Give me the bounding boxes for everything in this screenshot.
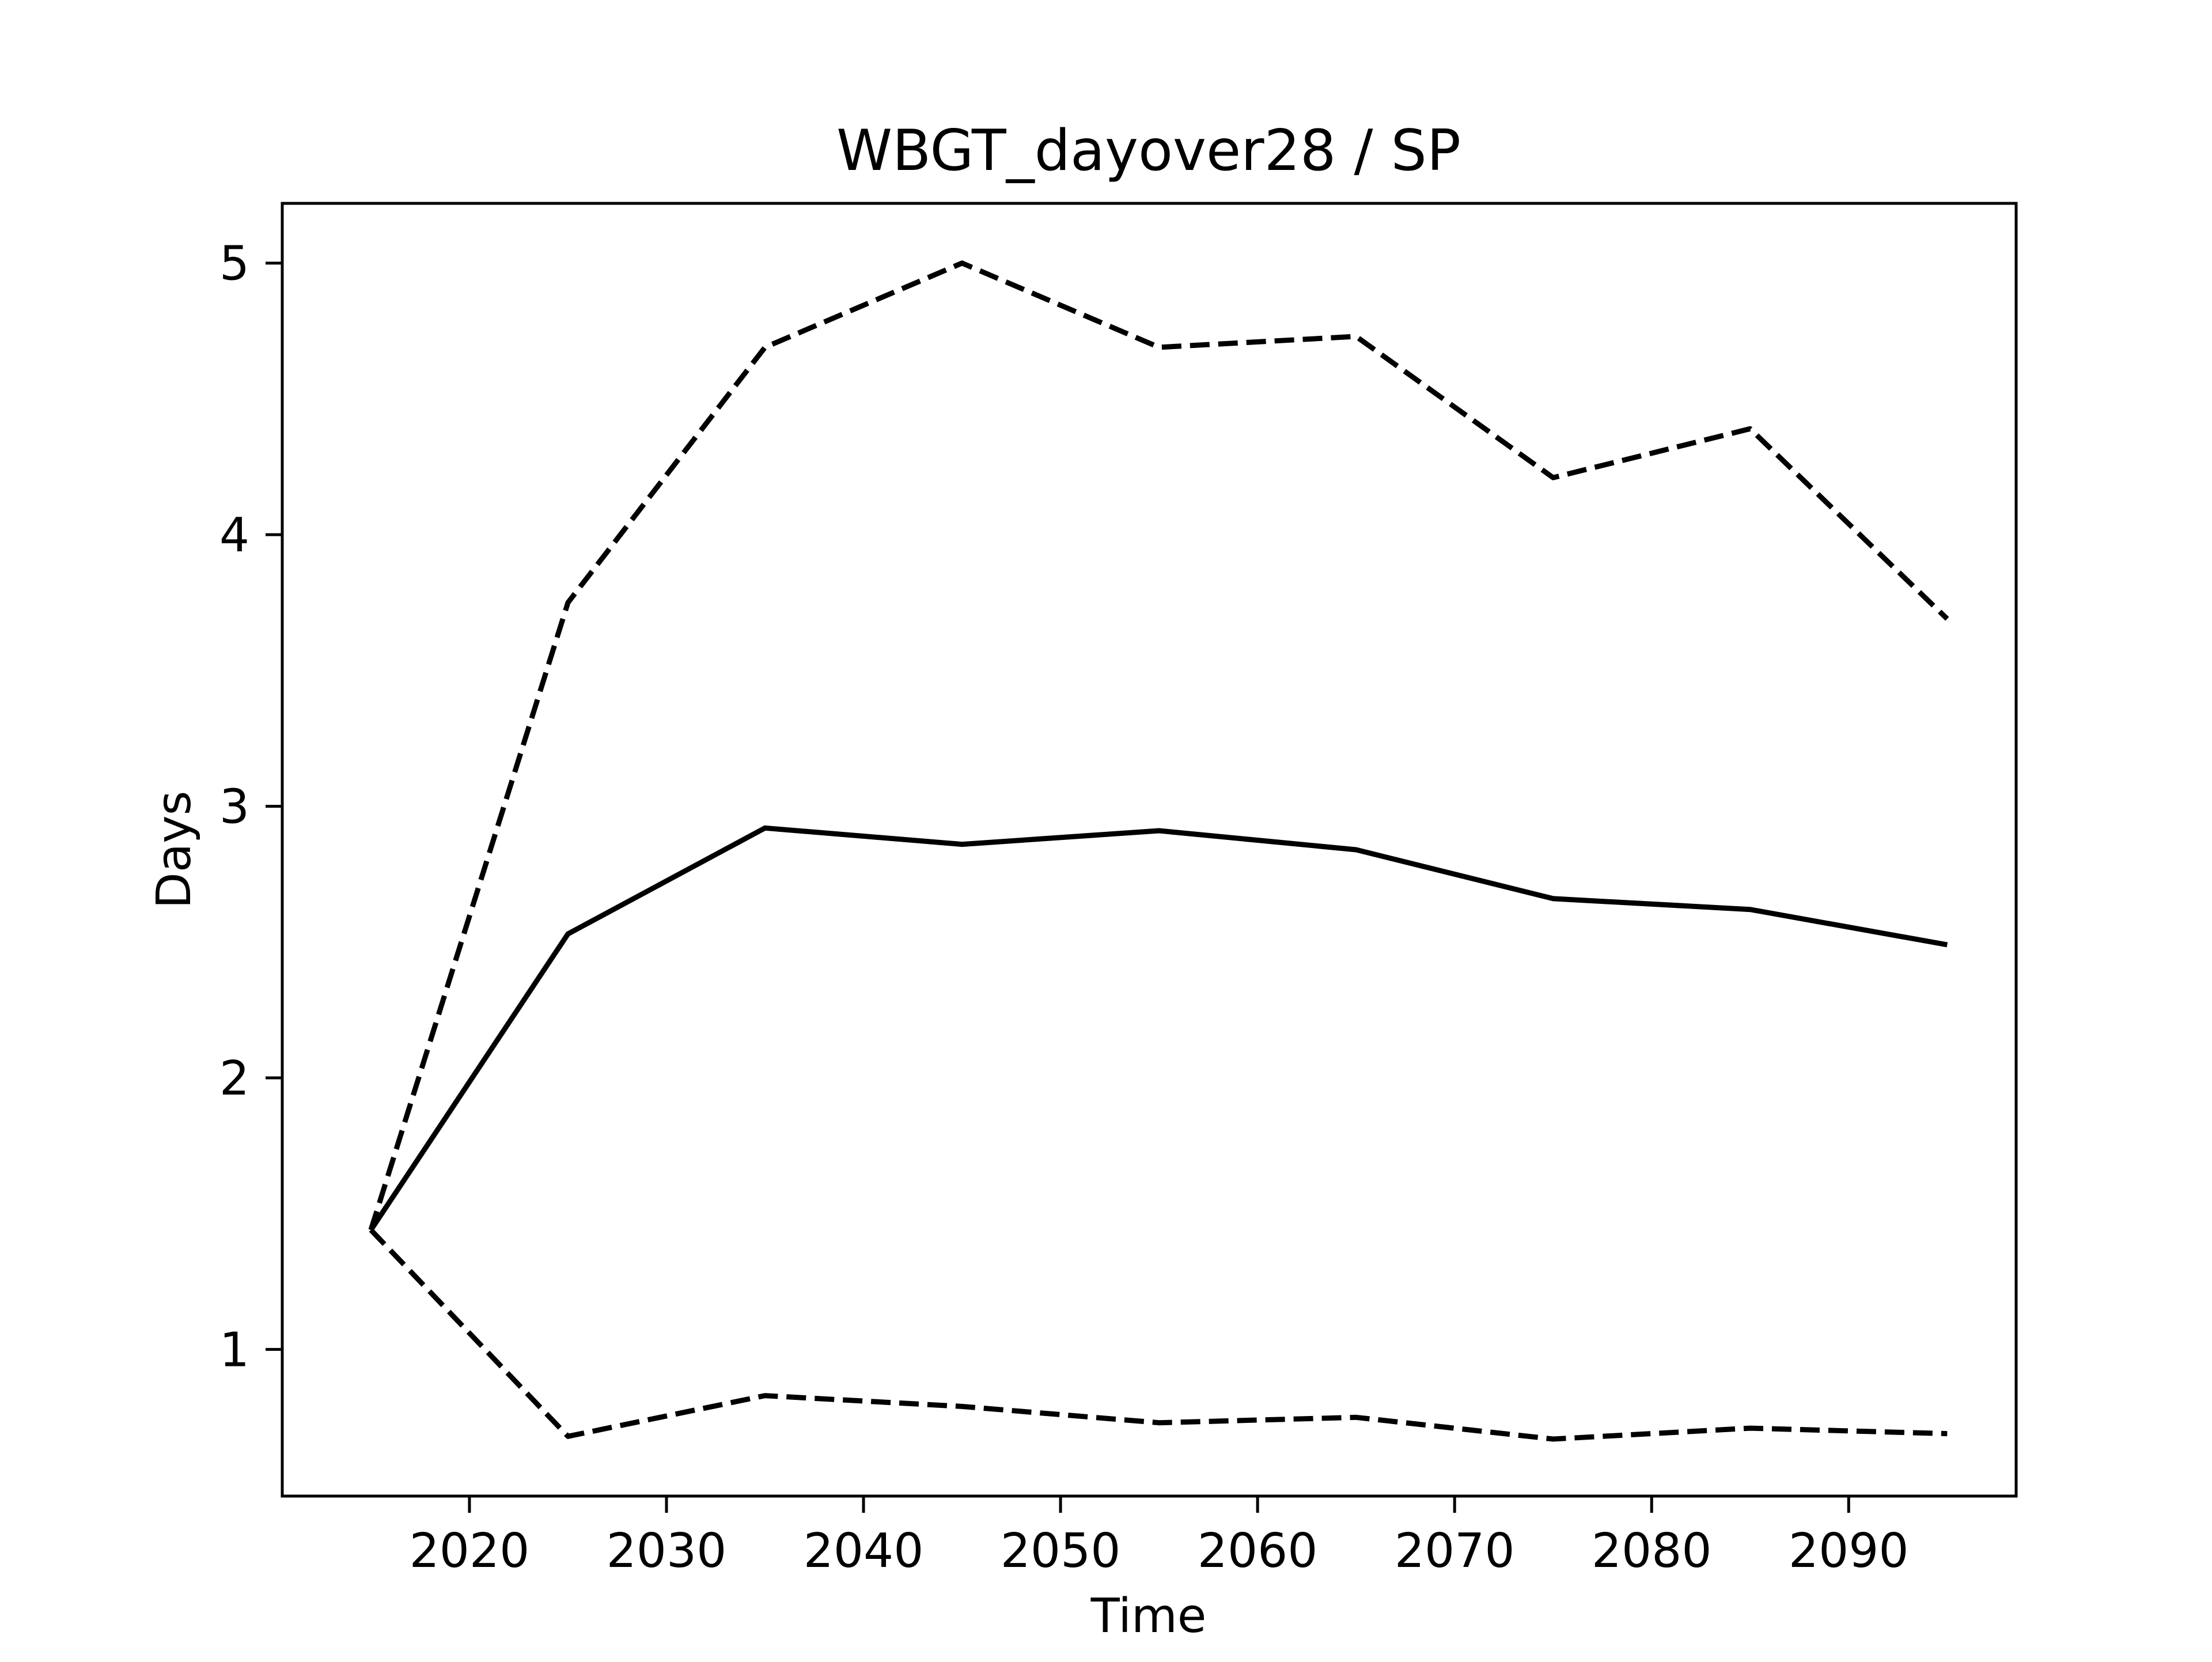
series-line-1-solid (369, 825, 1948, 1232)
series-layer (368, 260, 1949, 1442)
x-tick-label: 2030 (607, 1524, 727, 1578)
y-tick-label: 3 (219, 780, 249, 835)
x-tick-label: 2020 (410, 1524, 530, 1578)
x-tick-label: 2090 (1789, 1524, 1909, 1578)
x-tick-label: 2060 (1198, 1524, 1318, 1578)
x-tick-label: 2070 (1395, 1524, 1515, 1578)
y-axis-label: Days (147, 791, 202, 909)
y-tick-label: 1 (219, 1323, 249, 1377)
x-tick-label: 2050 (1001, 1524, 1121, 1578)
x-axis: 2020 2030 2040 2050 2060 2070 2080 2090 (410, 1496, 1909, 1578)
y-tick-label: 5 (219, 237, 249, 291)
x-axis-label: Time (1090, 1589, 1207, 1644)
chart-title: WBGT_dayover28 / SP (836, 118, 1461, 184)
x-tick-label: 2040 (804, 1524, 924, 1578)
plot-frame (281, 202, 2018, 1498)
y-tick-label: 4 (219, 508, 249, 563)
y-axis: 1 2 3 4 5 (219, 237, 282, 1377)
series-line-3-dashed (369, 1228, 1948, 1442)
y-tick-label: 2 (219, 1051, 249, 1106)
x-tick-label: 2080 (1592, 1524, 1712, 1578)
series-line-2-dashed (368, 260, 1949, 1231)
